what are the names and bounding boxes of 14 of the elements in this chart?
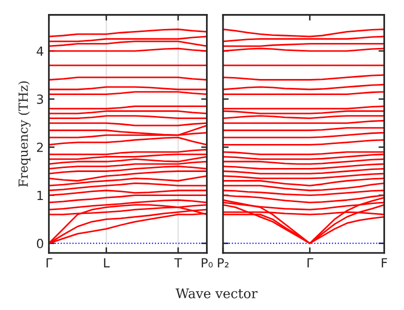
y-axis-title: Frequency (THz) [18, 81, 31, 187]
x-tick-label: F [382, 258, 388, 268]
y-tick-label: 4 [36, 46, 44, 56]
x-tick-label: Γ [308, 258, 314, 268]
x-tick-label: L [104, 258, 110, 268]
y-tick-label: 3 [37, 94, 44, 104]
x-tick-label: T [174, 258, 182, 268]
x-axis-title: Wave vector [176, 288, 258, 298]
y-tick-label: 1 [37, 190, 43, 200]
y-tick-label: 0 [36, 238, 44, 248]
y-tick-label: 2 [36, 142, 43, 152]
x-tick-label: P₂ [218, 258, 228, 268]
x-tick-label: P₀ [202, 258, 213, 268]
x-tick-label: Γ [46, 258, 52, 268]
